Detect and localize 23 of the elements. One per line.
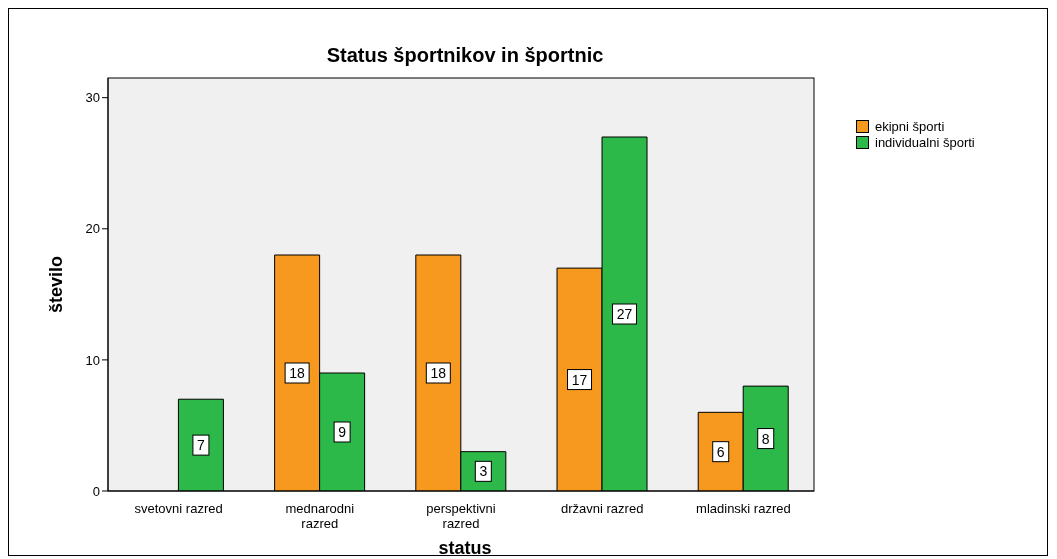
y-axis-title: število [46, 255, 67, 314]
data-label: 3 [479, 463, 488, 480]
data-label: 7 [197, 437, 206, 454]
data-label: 18 [430, 365, 447, 381]
data-label: 6 [716, 443, 725, 460]
y-tick-label: 20 [85, 221, 100, 237]
x-tick-label: državni razred [561, 501, 644, 516]
data-label: 18 [289, 365, 306, 381]
x-tick-label: svetovni razred [134, 501, 223, 516]
x-axis-title: status [437, 538, 493, 559]
data-label: 17 [571, 371, 588, 388]
y-tick-label: 10 [85, 352, 100, 368]
legend-label: individualni športi [875, 134, 975, 150]
data-label: 9 [338, 424, 347, 440]
data-label: 8 [761, 430, 770, 447]
x-tick-label: mednarodni razred [285, 501, 355, 531]
x-tick-label: mladinski razred [696, 501, 791, 516]
y-tick-label: 30 [85, 90, 100, 106]
legend-label: ekipni športi [875, 118, 945, 134]
data-label: 27 [616, 306, 633, 322]
chart-title: Status športnikov in športnic [325, 44, 605, 67]
y-tick-label: 0 [92, 483, 100, 499]
x-tick-label: perspektivni razred [426, 501, 496, 531]
